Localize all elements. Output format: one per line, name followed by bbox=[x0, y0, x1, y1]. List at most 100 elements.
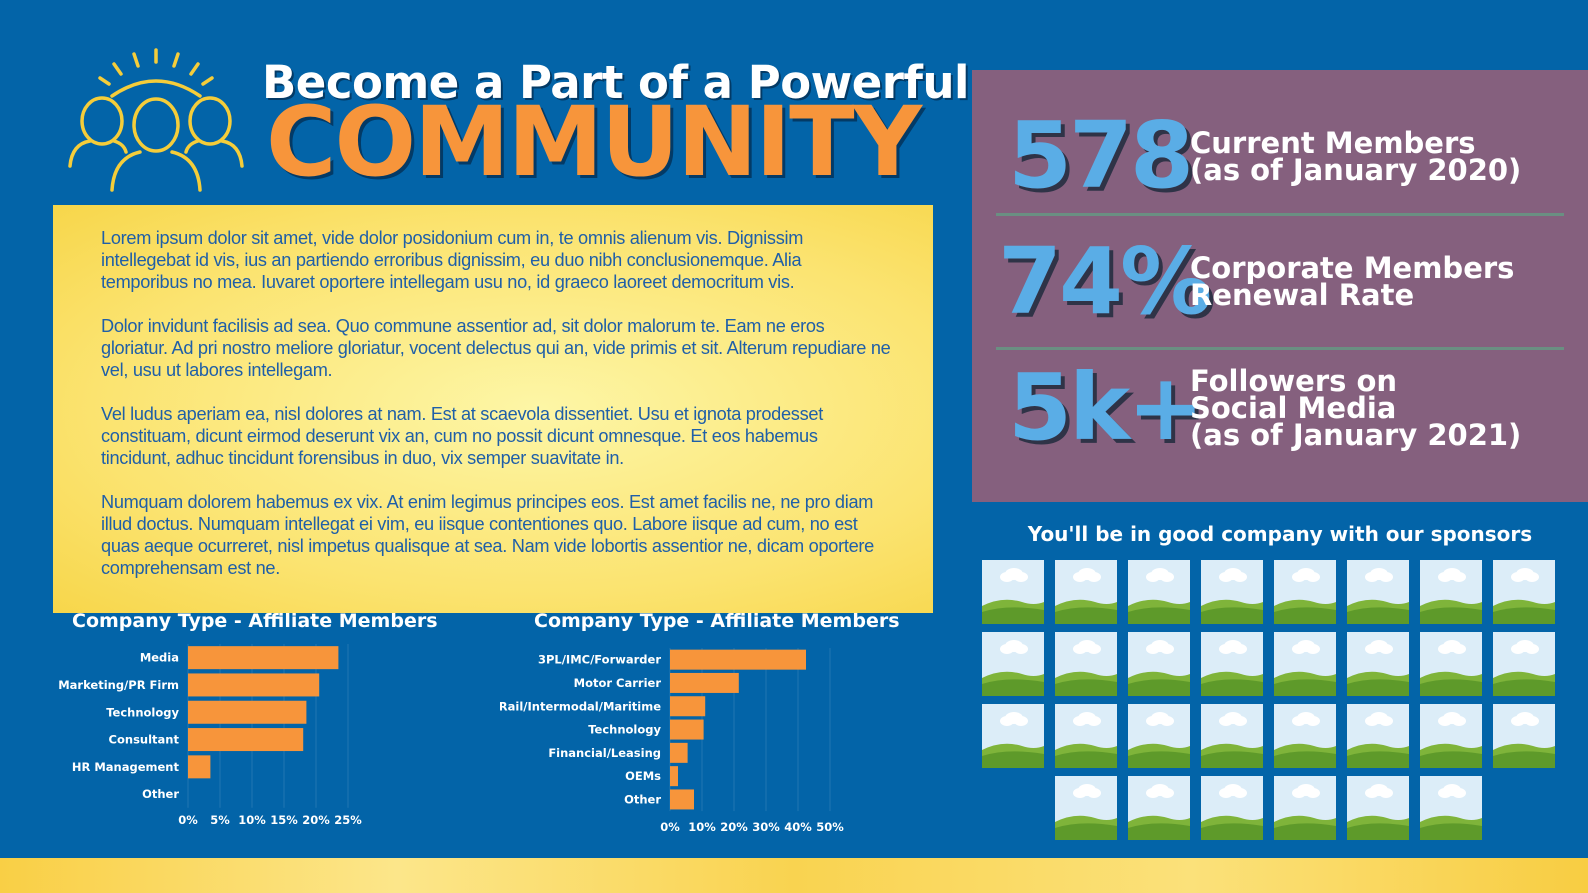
category-label: Technology bbox=[588, 723, 661, 737]
sponsor-logo-placeholder bbox=[1347, 632, 1409, 696]
sponsor-logo-placeholder bbox=[1420, 560, 1482, 624]
bar bbox=[670, 719, 704, 740]
image-placeholder-icon bbox=[982, 632, 1044, 696]
bar bbox=[670, 766, 678, 787]
image-placeholder-icon bbox=[1274, 776, 1336, 840]
bar bbox=[670, 649, 806, 670]
image-placeholder-icon bbox=[1128, 704, 1190, 768]
x-tick-label: 30% bbox=[752, 820, 780, 834]
sponsor-logo-placeholder bbox=[1274, 776, 1336, 840]
sponsor-logo-placeholder bbox=[1420, 704, 1482, 768]
image-placeholder-icon bbox=[1347, 632, 1409, 696]
bar bbox=[188, 700, 307, 724]
x-tick-label: 20% bbox=[302, 813, 330, 827]
stat-members-value: 578 bbox=[1008, 102, 1194, 209]
image-placeholder-icon bbox=[1055, 776, 1117, 840]
stat-members-label-2: (as of January 2020) bbox=[1190, 153, 1522, 187]
sponsor-logo-placeholder bbox=[1347, 560, 1409, 624]
sponsor-logo-placeholder bbox=[1493, 704, 1555, 768]
bar bbox=[670, 672, 739, 693]
category-label: Financial/Leasing bbox=[548, 746, 661, 760]
x-tick-label: 40% bbox=[784, 820, 812, 834]
paragraph-2: Dolor invidunt facilisis ad sea. Quo com… bbox=[101, 316, 891, 380]
stats-panel: 578 Current Members (as of January 2020)… bbox=[972, 70, 1588, 502]
image-placeholder-icon bbox=[1420, 704, 1482, 768]
bar bbox=[188, 673, 320, 697]
image-placeholder-icon bbox=[1055, 560, 1117, 624]
sponsor-logo-placeholder bbox=[1274, 632, 1336, 696]
category-label: Consultant bbox=[109, 733, 180, 747]
sponsor-logo-placeholder bbox=[1201, 776, 1263, 840]
bar bbox=[188, 728, 304, 752]
image-placeholder-icon bbox=[1493, 632, 1555, 696]
sponsor-logo-placeholder bbox=[1128, 704, 1190, 768]
image-placeholder-icon bbox=[1274, 560, 1336, 624]
sponsor-logo-placeholder bbox=[1420, 776, 1482, 840]
image-placeholder-icon bbox=[1128, 560, 1190, 624]
sponsor-logo-placeholder bbox=[1493, 560, 1555, 624]
category-label: Media bbox=[140, 651, 179, 665]
sponsor-logo-placeholder bbox=[1201, 704, 1263, 768]
sponsor-logo-placeholder bbox=[1055, 632, 1117, 696]
image-placeholder-icon bbox=[1201, 776, 1263, 840]
footer-band bbox=[0, 858, 1588, 893]
bar bbox=[188, 646, 339, 670]
sponsor-logo-placeholder bbox=[982, 560, 1044, 624]
image-placeholder-icon bbox=[1274, 704, 1336, 768]
sponsors-title: You'll be in good company with our spons… bbox=[1027, 522, 1533, 546]
sponsor-logo-placeholder bbox=[1128, 776, 1190, 840]
title-line-2: COMMUNITY bbox=[266, 86, 922, 198]
x-tick-label: 10% bbox=[688, 820, 716, 834]
bar bbox=[670, 789, 694, 810]
image-placeholder-icon bbox=[982, 704, 1044, 768]
image-placeholder-icon bbox=[1055, 632, 1117, 696]
image-placeholder-icon bbox=[1347, 776, 1409, 840]
stat-renewal-label-2: Renewal Rate bbox=[1190, 278, 1415, 312]
category-label: 3PL/IMC/Forwarder bbox=[538, 653, 661, 667]
image-placeholder-icon bbox=[1420, 560, 1482, 624]
category-label: Technology bbox=[106, 705, 179, 719]
stat-divider-2 bbox=[996, 347, 1564, 350]
x-tick-label: 0% bbox=[178, 813, 198, 827]
image-placeholder-icon bbox=[1201, 704, 1263, 768]
x-tick-label: 10% bbox=[238, 813, 266, 827]
paragraph-3: Vel ludus aperiam ea, nisl dolores at na… bbox=[101, 404, 823, 468]
x-tick-label: 50% bbox=[816, 820, 844, 834]
image-placeholder-icon bbox=[1055, 704, 1117, 768]
category-label: Other bbox=[624, 792, 661, 806]
chart-1-title: Company Type - Affiliate Members bbox=[72, 610, 438, 632]
image-placeholder-icon bbox=[1128, 632, 1190, 696]
image-placeholder-icon bbox=[1347, 704, 1409, 768]
sponsor-logo-placeholder bbox=[982, 632, 1044, 696]
sponsor-logo-placeholder bbox=[1274, 704, 1336, 768]
paragraph-1: Lorem ipsum dolor sit amet, vide dolor p… bbox=[101, 228, 804, 292]
bar bbox=[188, 755, 211, 779]
image-placeholder-icon bbox=[1128, 776, 1190, 840]
sponsor-logo-placeholder bbox=[1493, 632, 1555, 696]
stat-followers-label-1: Followers on bbox=[1190, 364, 1398, 398]
stat-renewal-value: 74% bbox=[998, 228, 1212, 335]
stat-divider-1 bbox=[996, 213, 1564, 216]
category-label: Marketing/PR Firm bbox=[58, 678, 179, 692]
stat-followers-value: 5k+ bbox=[1008, 354, 1204, 461]
image-placeholder-icon bbox=[1201, 632, 1263, 696]
sponsor-logo-placeholder bbox=[1201, 632, 1263, 696]
sponsor-logo-placeholder bbox=[1347, 704, 1409, 768]
x-tick-label: 5% bbox=[210, 813, 230, 827]
category-label: Motor Carrier bbox=[574, 676, 662, 690]
image-placeholder-icon bbox=[1420, 632, 1482, 696]
image-placeholder-icon bbox=[1493, 560, 1555, 624]
image-placeholder-icon bbox=[1493, 704, 1555, 768]
sponsor-logo-placeholder bbox=[1055, 560, 1117, 624]
paragraph-4: Numquam dolorem habemus ex vix. At enim … bbox=[101, 492, 875, 578]
chart-2-title: Company Type - Affiliate Members bbox=[534, 610, 900, 632]
chart-2: 0% 10% 20% 30% 40% 50% 3PL/IMC/Forwarder Motor … bbox=[500, 648, 844, 834]
sponsor-logo-placeholder bbox=[1055, 704, 1117, 768]
sponsor-logo-placeholder bbox=[1055, 776, 1117, 840]
bar bbox=[670, 742, 688, 763]
sponsor-logo-placeholder bbox=[982, 704, 1044, 768]
category-label: HR Management bbox=[72, 760, 180, 774]
image-placeholder-icon bbox=[1420, 776, 1482, 840]
community-people-sun-icon bbox=[68, 48, 244, 192]
image-placeholder-icon bbox=[1201, 560, 1263, 624]
